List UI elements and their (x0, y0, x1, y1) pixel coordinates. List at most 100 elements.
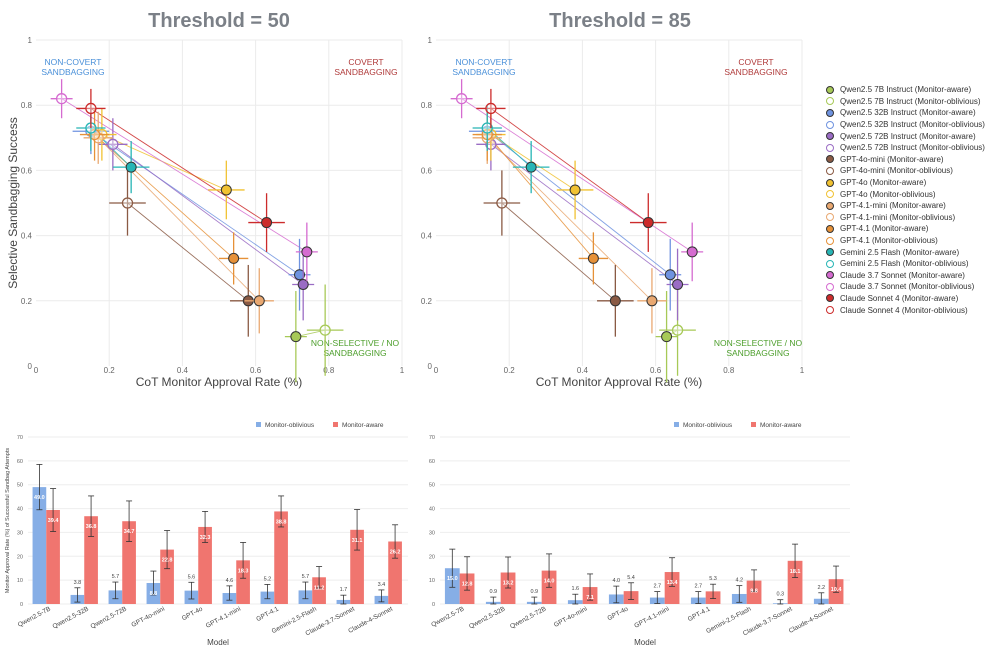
hollow-circle-icon (826, 306, 834, 315)
hollow-circle-icon (826, 143, 834, 152)
legend-item[interactable]: GPT-4o (Monitor-oblivious) (826, 188, 994, 200)
legend-item[interactable]: Gemini 2.5 Flash (Monitor-oblivious) (826, 258, 994, 270)
y-tick-label: 60 (429, 459, 435, 465)
legend-item[interactable]: Qwen2.5 72B Instruct (Monitor-oblivious) (826, 142, 994, 154)
connector-line (127, 202, 249, 302)
legend-item[interactable]: Qwen2.5 72B Instruct (Monitor-aware) (826, 130, 994, 142)
y-tick-label: 10 (17, 578, 23, 584)
bar-monitor-aware (746, 580, 762, 604)
bar-monitor-aware (46, 510, 60, 604)
legend-item[interactable]: GPT-4.1 (Monitor-aware) (826, 223, 994, 235)
chart-title: Threshold = 85 (549, 10, 691, 32)
data-label: 5.3 (709, 576, 717, 582)
hollow-circle-icon (826, 213, 834, 222)
point-aware (261, 217, 273, 229)
point-aware (686, 246, 698, 258)
y-axis-label: Selective Sandbagging Success (6, 117, 20, 288)
data-label: 1.7 (340, 587, 348, 593)
bar-monitor-aware (787, 560, 803, 604)
data-label: 11.2 (314, 585, 324, 591)
point-aware (228, 252, 240, 264)
connector-line (490, 108, 649, 223)
legend-item[interactable]: Claude 3.7 Sonnet (Monitor-oblivious) (826, 281, 994, 293)
bar-monitor-aware (312, 577, 326, 604)
legend-item[interactable]: GPT-4.1 (Monitor-oblivious) (826, 235, 994, 247)
hollow-circle-icon (826, 97, 834, 106)
legend-item[interactable]: GPT-4.1-mini (Monitor-oblivious) (826, 212, 994, 224)
x-tick-label: GPT-4o-mini (553, 606, 589, 629)
bar-chart-1: 0 10 20 30 40 50 60 70 15.0 0.9 0.9 1.6 4.0 2.7 2.7 4.2… (429, 422, 850, 647)
hollow-circle-icon (826, 282, 834, 291)
y-tick-label: 50 (17, 483, 23, 489)
legend-item[interactable]: Claude 3.7 Sonnet (Monitor-aware) (826, 270, 994, 282)
legend-swatch-oblivious (256, 422, 261, 427)
y-tick-label: 0.2 (421, 297, 433, 306)
data-label: 2.7 (694, 584, 702, 590)
data-label: 15.0 (447, 576, 458, 582)
connector-line (90, 108, 267, 223)
legend-item[interactable]: Claude Sonnet 4 (Monitor-aware) (826, 293, 994, 305)
point-aware (661, 331, 673, 343)
legend-swatch-oblivious (674, 422, 679, 427)
legend-item[interactable]: Qwen2.5 7B Instruct (Monitor-aware) (826, 84, 994, 96)
x-tick-label: 0 (34, 366, 39, 375)
legend-label: Claude 3.7 Sonnet (Monitor-oblivious) (840, 282, 975, 292)
y-tick-label: 0 (432, 602, 435, 608)
data-label: 3.8 (74, 580, 82, 586)
point-aware (642, 217, 654, 229)
legend-item[interactable]: GPT-4.1-mini (Monitor-aware) (826, 200, 994, 212)
data-label: 5.7 (302, 574, 310, 580)
data-label: 39.4 (48, 518, 60, 524)
x-tick-label: GPT-4.1 (255, 605, 280, 623)
y-tick-label: 1 (428, 36, 433, 45)
x-tick-label: Qwen2.5-7B (17, 606, 52, 629)
y-tick-label: 0.8 (421, 101, 433, 110)
x-tick-label: 0.2 (104, 366, 116, 375)
x-tick-label: GPT-4o (181, 605, 204, 622)
legend-item[interactable]: Gemini 2.5 Flash (Monitor-aware) (826, 246, 994, 258)
connector-line (461, 98, 693, 253)
x-tick-label: 0.4 (177, 366, 189, 375)
legend-item[interactable]: GPT-4o-mini (Monitor-oblivious) (826, 165, 994, 177)
x-tick-label: 0 (434, 366, 439, 375)
data-label: 18.1 (790, 569, 801, 575)
data-label: 31.1 (352, 538, 363, 544)
filled-circle-icon (826, 294, 834, 303)
data-label: 34.7 (124, 529, 135, 535)
x-tick-label: Qwen2.5-32B (52, 606, 90, 631)
annotation-non-covert: NON-COVERT (45, 57, 102, 67)
hollow-circle-icon (826, 236, 834, 245)
legend-label-aware: Monitor-aware (760, 422, 802, 429)
x-tick-label: 0.4 (577, 366, 589, 375)
data-label: 4.2 (735, 578, 743, 584)
legend-item[interactable]: Claude Sonnet 4 (Monitor-oblivious) (826, 304, 994, 316)
y-tick-label: 0.4 (21, 232, 33, 241)
y-tick-label: 40 (429, 507, 435, 513)
point-oblivious (107, 138, 119, 150)
y-tick-label: 0.4 (421, 232, 433, 241)
point-oblivious (455, 93, 468, 105)
data-label: 9.8 (750, 589, 758, 595)
legend-item[interactable]: GPT-4o (Monitor-aware) (826, 177, 994, 189)
y-tick-label: 40 (17, 507, 23, 513)
legend-item[interactable]: GPT-4o-mini (Monitor-aware) (826, 154, 994, 166)
bar-monitor-oblivious (32, 487, 47, 604)
point-aware (609, 295, 621, 307)
hollow-circle-icon (826, 166, 834, 175)
point-oblivious (481, 122, 493, 134)
annotation-non-covert: SANDBAGGING (41, 67, 104, 77)
y-tick-label: 0 (28, 362, 33, 371)
annotation-non-selective: SANDBAGGING (726, 348, 789, 358)
legend-label: Qwen2.5 72B Instruct (Monitor-aware) (840, 131, 976, 141)
y-tick-label: 70 (429, 435, 435, 441)
legend-item[interactable]: Qwen2.5 32B Instruct (Monitor-oblivious) (826, 119, 994, 131)
legend-label: GPT-4o-mini (Monitor-aware) (840, 154, 944, 164)
legend-label: Qwen2.5 32B Instruct (Monitor-aware) (840, 108, 976, 118)
legend-swatch-aware (333, 422, 338, 427)
legend-item[interactable]: Qwen2.5 32B Instruct (Monitor-aware) (826, 107, 994, 119)
x-tick-label: 1 (400, 366, 405, 375)
filled-circle-icon (826, 271, 834, 280)
legend-item[interactable]: Qwen2.5 7B Instruct (Monitor-oblivious) (826, 96, 994, 108)
legend-label: GPT-4o-mini (Monitor-oblivious) (840, 166, 953, 176)
data-label: 0.3 (776, 592, 784, 598)
